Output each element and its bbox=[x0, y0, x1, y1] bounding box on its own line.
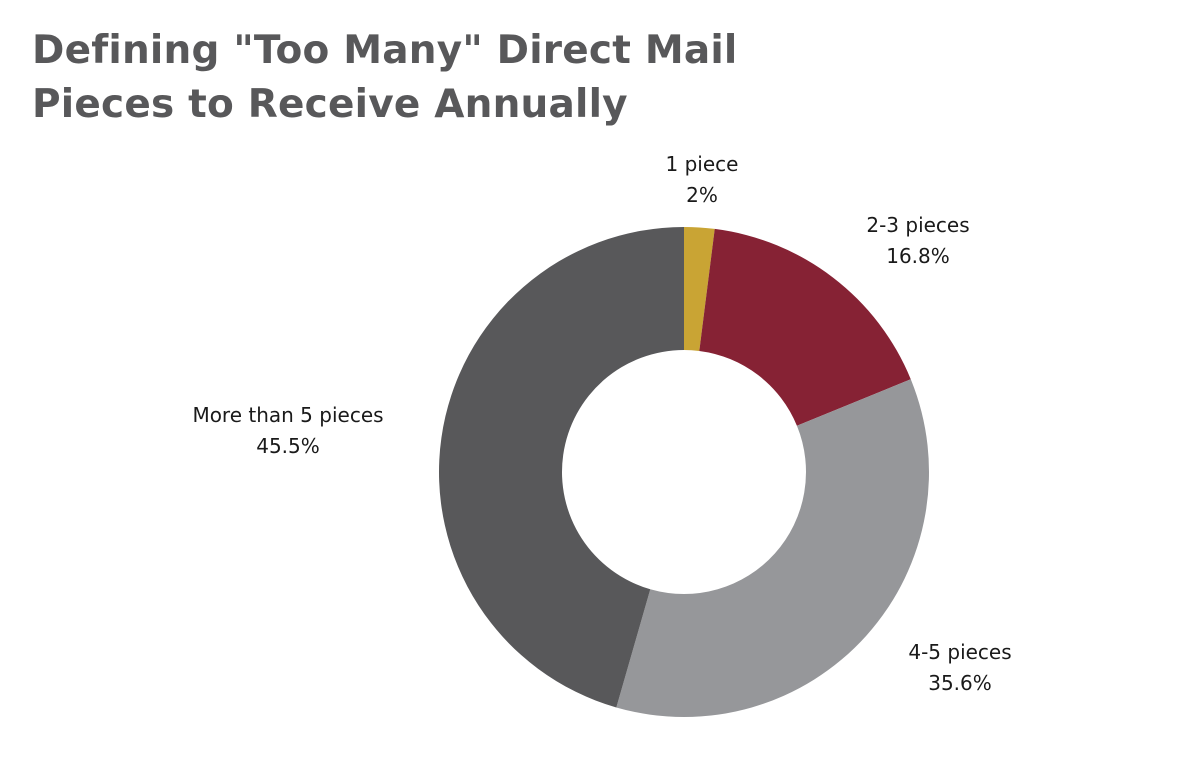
slice-category-label-1: 1 piece bbox=[666, 152, 739, 176]
slice-category-label-2: 2-3 pieces bbox=[866, 213, 969, 237]
chart-title-line-1: Defining "Too Many" Direct Mail bbox=[32, 28, 738, 73]
chart-title-line-2: Pieces to Receive Annually bbox=[32, 82, 628, 127]
slice-value-label-3: 35.6% bbox=[928, 671, 992, 695]
slice-category-label-4: More than 5 pieces bbox=[192, 403, 383, 427]
slice-category-label-3: 4-5 pieces bbox=[908, 640, 1011, 664]
slice-value-label-4: 45.5% bbox=[256, 434, 320, 458]
chart-title: Defining "Too Many" Direct Mail Pieces t… bbox=[32, 24, 792, 132]
donut-slices bbox=[438, 227, 929, 717]
slice-labels: 1 piece 2% 2-3 pieces 16.8% 4-5 pieces 35.6% M… bbox=[192, 152, 1011, 695]
donut-slice-2 bbox=[699, 228, 911, 426]
slice-value-label-1: 2% bbox=[686, 183, 718, 207]
donut-slice-3 bbox=[616, 379, 929, 717]
slice-value-label-2: 16.8% bbox=[886, 244, 950, 268]
donut-slice-1 bbox=[684, 227, 715, 351]
donut-slice-4 bbox=[438, 227, 684, 708]
